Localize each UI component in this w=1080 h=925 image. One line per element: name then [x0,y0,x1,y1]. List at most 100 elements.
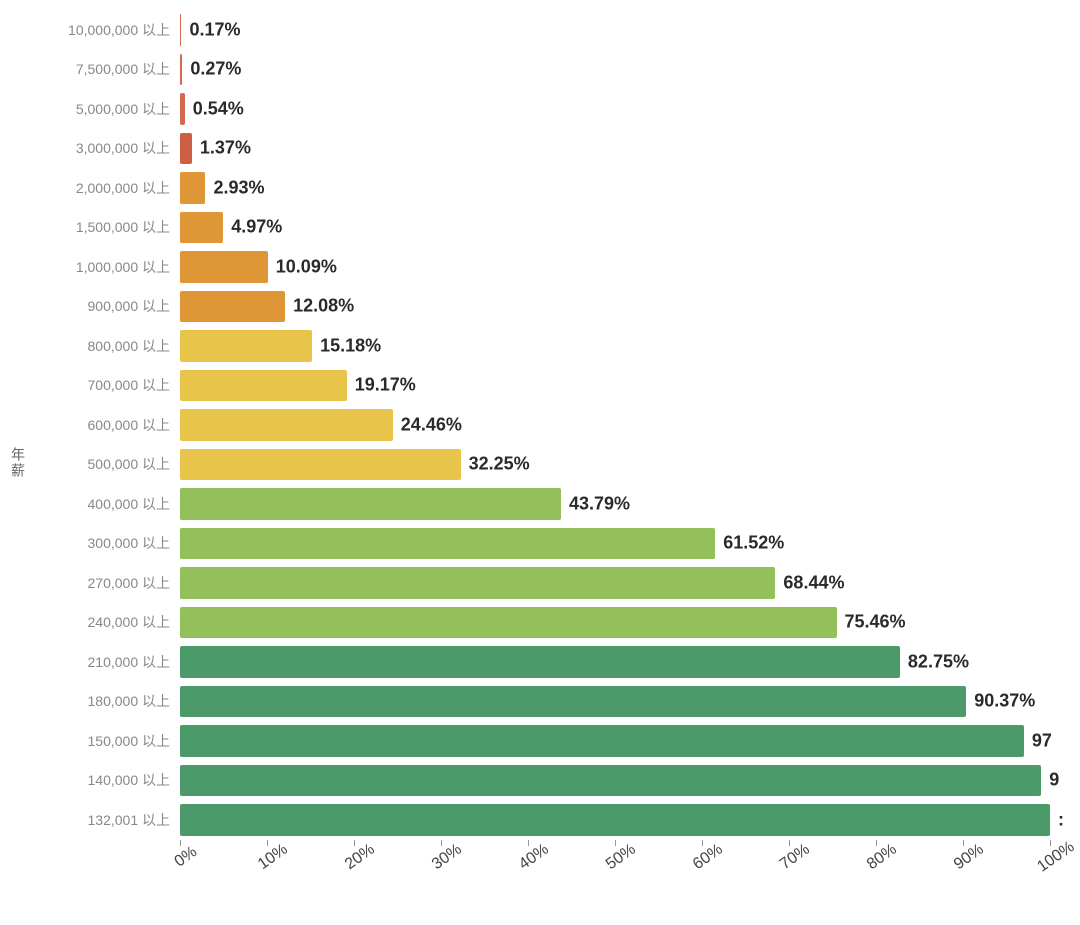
bar-row: 1,000,000 以上10.09% [180,247,1050,287]
plot-area: 10,000,000 以上0.17%7,500,000 以上0.27%5,000… [180,10,1050,840]
x-axis-tick: 10% [267,840,268,846]
bar-row: 900,000 以上12.08% [180,287,1050,327]
bar-category-label: 2,000,000 以上 [76,178,170,198]
x-axis-tick-label: 90% [950,841,987,874]
bar [180,725,1024,757]
x-axis-tick-label: 10% [254,841,291,874]
x-axis-tick-mark [1050,840,1051,846]
bar-value-label: 9 [1049,770,1059,791]
bar-row: 140,000 以上9 [180,761,1050,801]
bar [180,765,1041,797]
x-axis-tick: 0% [180,840,181,846]
bar-row: 210,000 以上82.75% [180,642,1050,682]
bar-value-label: 75.46% [845,612,906,633]
bar [180,607,837,639]
bar-category-label: 400,000 以上 [88,494,171,514]
bar-row: 132,001 以上: [180,800,1050,840]
bar-row: 240,000 以上75.46% [180,603,1050,643]
x-axis-tick-mark [615,840,616,846]
bar-row: 500,000 以上32.25% [180,445,1050,485]
x-axis-tick: 80% [876,840,877,846]
bar [180,133,192,165]
x-axis-tick-mark [702,840,703,846]
bar-category-label: 1,000,000 以上 [76,257,170,277]
bar-row: 400,000 以上43.79% [180,484,1050,524]
bar [180,172,205,204]
bar-category-label: 700,000 以上 [88,375,171,395]
bar [180,804,1050,836]
bar-value-label: 24.46% [401,414,462,435]
bar [180,567,775,599]
bar-row: 3,000,000 以上1.37% [180,129,1050,169]
bar-value-label: 68.44% [783,572,844,593]
bar-row: 150,000 以上97 [180,721,1050,761]
x-axis-tick-label: 40% [515,841,552,874]
bar [180,646,900,678]
bar [180,370,347,402]
bar-value-label: 43.79% [569,493,630,514]
x-axis-tick-label: 60% [689,841,726,874]
bar-row: 1,500,000 以上4.97% [180,208,1050,248]
x-axis-tick-mark [963,840,964,846]
bar-category-label: 132,001 以上 [88,810,171,830]
bar-value-label: 61.52% [723,533,784,554]
bar-category-label: 500,000 以上 [88,454,171,474]
bar-row: 5,000,000 以上0.54% [180,89,1050,129]
x-axis-tick-label: 80% [863,841,900,874]
bar-value-label: 19.17% [355,375,416,396]
bar-value-label: 90.37% [974,691,1035,712]
bar [180,251,268,283]
x-axis-tick: 70% [789,840,790,846]
x-axis-tick-mark [528,840,529,846]
bar-value-label: 82.75% [908,651,969,672]
bar-value-label: 97 [1032,730,1052,751]
bar [180,330,312,362]
bar [180,212,223,244]
bar-row: 10,000,000 以上0.17% [180,10,1050,50]
x-axis-tick-mark [876,840,877,846]
x-axis-tick: 30% [441,840,442,846]
bar-category-label: 5,000,000 以上 [76,99,170,119]
x-axis-tick-mark [180,840,181,846]
bar [180,93,185,125]
bar [180,291,285,323]
x-axis-tick-mark [267,840,268,846]
x-axis-tick-label: 20% [341,841,378,874]
x-axis-tick: 100% [1050,840,1051,846]
bar-category-label: 600,000 以上 [88,415,171,435]
bar-category-label: 150,000 以上 [88,731,171,751]
bar-value-label: 10.09% [276,256,337,277]
bar-category-label: 900,000 以上 [88,296,171,316]
bar [180,409,393,441]
bar-category-label: 3,000,000 以上 [76,138,170,158]
x-axis-tick: 90% [963,840,964,846]
bar-row: 180,000 以上90.37% [180,682,1050,722]
bar-category-label: 7,500,000 以上 [76,59,170,79]
x-axis-tick-mark [354,840,355,846]
bar-row: 270,000 以上68.44% [180,563,1050,603]
bar-value-label: 0.54% [193,98,244,119]
bar-category-label: 240,000 以上 [88,612,171,632]
bar-value-label: 15.18% [320,335,381,356]
bar-value-label: 0.17% [189,19,240,40]
x-axis-tick-label: 100% [1034,838,1078,876]
bar-category-label: 1,500,000 以上 [76,217,170,237]
bar [180,528,715,560]
x-axis-tick: 60% [702,840,703,846]
bar-category-label: 210,000 以上 [88,652,171,672]
x-axis-tick: 40% [528,840,529,846]
bar-category-label: 140,000 以上 [88,770,171,790]
x-axis-tick-label: 30% [428,841,465,874]
x-axis-tick-label: 70% [776,841,813,874]
x-axis-tick: 50% [615,840,616,846]
bar [180,14,181,46]
bar-value-label: 0.27% [190,59,241,80]
bar-value-label: 12.08% [293,296,354,317]
bar [180,54,182,86]
bar-row: 2,000,000 以上2.93% [180,168,1050,208]
bar-value-label: 32.25% [469,454,530,475]
y-axis-title: 年薪 [8,447,28,479]
bar-value-label: 2.93% [213,177,264,198]
bar-category-label: 180,000 以上 [88,691,171,711]
bar-category-label: 10,000,000 以上 [68,20,170,40]
